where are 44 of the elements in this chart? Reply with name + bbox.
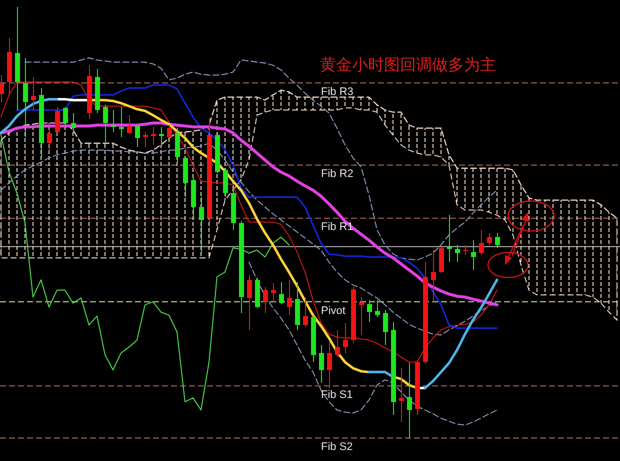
candlestick xyxy=(302,296,308,328)
candlestick xyxy=(54,106,60,136)
candlestick xyxy=(270,282,276,304)
ref-line-label: Pivot xyxy=(321,304,346,317)
candlestick xyxy=(150,126,156,146)
text: 黄金小时图回调做多为主 xyxy=(320,55,496,74)
candlestick xyxy=(486,232,492,246)
candlestick xyxy=(46,128,52,152)
candlestick xyxy=(382,309,388,346)
candlestick xyxy=(398,368,404,423)
candlestick xyxy=(30,76,36,111)
candlestick xyxy=(262,286,268,314)
candlestick xyxy=(110,110,116,132)
candlestick xyxy=(102,104,108,142)
candlestick xyxy=(494,232,500,248)
candlestick xyxy=(22,57,28,138)
candlestick xyxy=(318,344,324,384)
candlestick xyxy=(430,250,436,302)
ref-line-label: Fib S1 xyxy=(321,388,353,401)
candlestick xyxy=(462,244,468,256)
ref-line-label: Fib S2 xyxy=(321,441,353,453)
ref-line-label: Fib R3 xyxy=(321,86,354,98)
candlestick xyxy=(334,329,340,358)
candlestick xyxy=(406,362,412,438)
candlestick xyxy=(222,168,228,198)
candlestick xyxy=(454,244,460,263)
candlestick xyxy=(134,124,140,148)
candlestick xyxy=(470,240,476,270)
ref-line-label: Fib R2 xyxy=(321,168,354,180)
candlestick xyxy=(478,229,484,256)
candlestick xyxy=(158,126,164,146)
candlestick xyxy=(70,112,76,132)
candlestick xyxy=(326,341,332,389)
candlestick xyxy=(166,124,172,139)
candlestick xyxy=(358,296,364,336)
candlestick xyxy=(246,274,252,330)
candlestick xyxy=(366,300,372,323)
candlestick xyxy=(126,114,132,135)
candlestick xyxy=(342,322,348,354)
candlestick xyxy=(286,279,292,316)
candlestick xyxy=(278,281,284,304)
candlestick xyxy=(0,74,4,102)
candlestick xyxy=(62,106,68,129)
candlestick xyxy=(198,196,204,254)
